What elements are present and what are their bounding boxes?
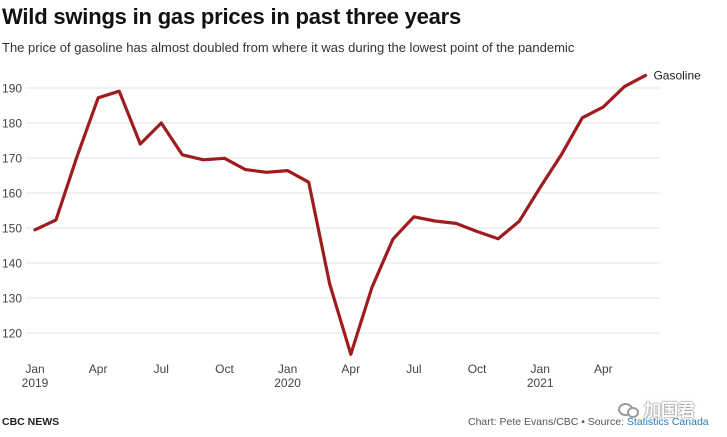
y-tick-label: 160 xyxy=(2,187,22,201)
series-layer: Gasoline xyxy=(33,68,701,356)
y-tick-label: 130 xyxy=(2,292,22,306)
x-tick-label: Jan xyxy=(25,362,44,376)
credit-text: Chart: Pete Evans/CBC • Source: xyxy=(468,416,627,428)
x-tick-label: Jan xyxy=(531,362,550,376)
x-tick-label: Oct xyxy=(468,362,487,376)
series-label: Gasoline xyxy=(653,68,701,82)
brand-label: CBC NEWS xyxy=(2,416,60,428)
y-tick-label: 190 xyxy=(2,82,22,96)
y-tick-label: 180 xyxy=(2,117,22,131)
chart-title: Wild swings in gas prices in past three … xyxy=(2,4,462,29)
source-link[interactable]: Statistics Canada xyxy=(626,416,709,428)
x-tick-year-label: 2020 xyxy=(274,376,301,390)
watermark-text: 加国君 xyxy=(644,401,695,420)
x-tick-label: Jul xyxy=(406,362,421,376)
chat-bubbles-icon xyxy=(618,401,639,418)
chart-subtitle: The price of gasoline has almost doubled… xyxy=(2,40,575,55)
y-axis-ticks: 120 130 140 150 160 170 180 190 xyxy=(2,82,22,341)
x-tick-year-label: 2019 xyxy=(22,376,49,390)
watermark: 加国君 xyxy=(618,396,695,421)
y-tick-label: 140 xyxy=(2,257,22,271)
x-tick-label: Jan xyxy=(278,362,297,376)
y-tick-label: 120 xyxy=(2,327,22,341)
grid-layer xyxy=(26,87,660,334)
x-tick-label: Jul xyxy=(154,362,169,376)
series-line-gasoline xyxy=(33,73,648,356)
y-tick-label: 150 xyxy=(2,222,22,236)
x-tick-year-label: 2021 xyxy=(527,376,554,390)
y-tick-label: 170 xyxy=(2,152,22,166)
x-tick-label: Apr xyxy=(89,362,108,376)
x-tick-label: Oct xyxy=(215,362,234,376)
credit-line: Chart: Pete Evans/CBC • Source: Statisti… xyxy=(468,416,709,428)
x-tick-label: Apr xyxy=(341,362,360,376)
x-tick-label: Apr xyxy=(594,362,613,376)
